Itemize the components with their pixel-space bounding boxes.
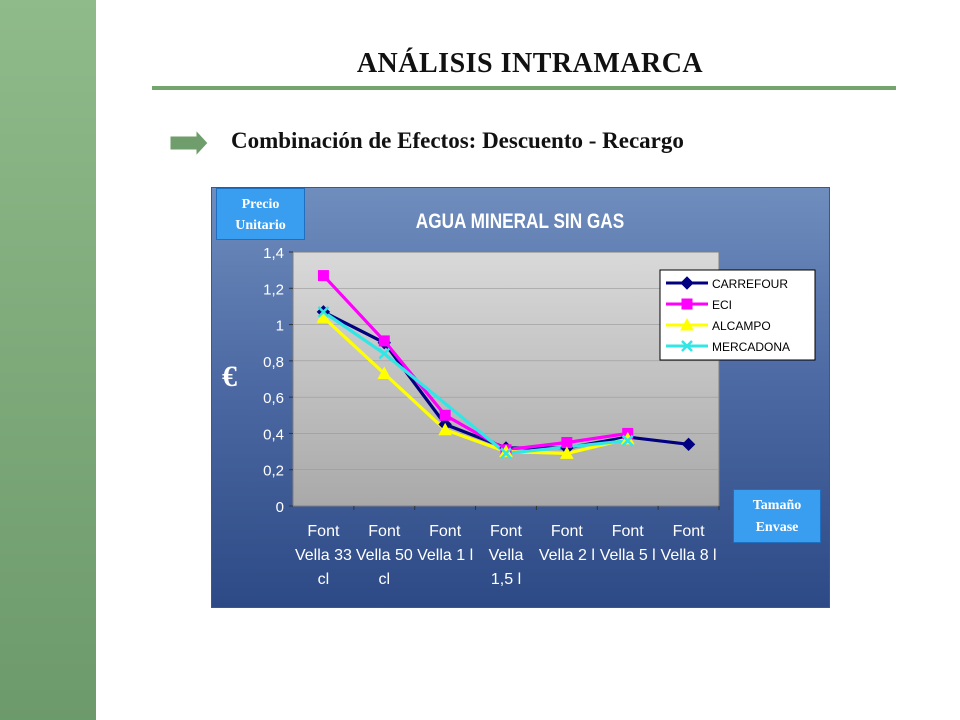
data-point-mercadona (378, 347, 391, 360)
tag-precio-line2: Unitario (235, 218, 286, 233)
data-point-mercadona (317, 305, 330, 318)
data-point-alcampo (377, 366, 392, 380)
legend-label: CARREFOUR (712, 277, 788, 291)
data-point-alcampo (438, 422, 452, 436)
title-underline (152, 86, 896, 90)
series-line-eci (322, 274, 628, 452)
x-tick-label: Font Vella 2 l (539, 523, 595, 564)
series-line-alcampo (322, 316, 629, 455)
tag-precio-line1: Precio (241, 197, 280, 212)
legend-label: ECI (712, 298, 732, 312)
slide-subtitle: Combinación de Efectos: Descuento - Reca… (231, 128, 684, 153)
legend-label: MERCADONA (712, 340, 790, 354)
y-tick-label: 0,4 (263, 426, 284, 443)
legend-marker (680, 276, 694, 290)
line-chart: AGUA MINERAL SIN GAS 0 0,2 0,4 0,6 0,8 1 1,2 1,4… (263, 211, 816, 588)
chart-title: AGUA MINERAL SIN GAS (416, 211, 625, 234)
y-axis-tag: Precio Unitario (216, 188, 305, 240)
y-tick-label: 0 (276, 499, 284, 516)
y-tick-label: 0,8 (263, 354, 284, 371)
x-tick-label: Font Vella 5 l (600, 523, 656, 564)
y-tick-label: 0,2 (263, 463, 284, 480)
y-tick-label: 1 (276, 318, 284, 335)
data-point-alcampo (316, 310, 331, 323)
y-tick-label: 1,4 (263, 245, 284, 262)
x-tick-label: Font Vella 33 cl (295, 523, 352, 588)
plot-background (292, 251, 720, 507)
legend-marker (681, 340, 693, 352)
data-point-mercadona (621, 434, 634, 447)
data-point-mercadona (500, 447, 512, 460)
chart-area: AGUA MINERAL SIN GAS 0 0,2 0,4 0,6 0,8 1 1,2 1,4… (211, 187, 830, 608)
x-tick-label: Font Vella 1,5 l (489, 523, 524, 588)
x-tick-label: Font Vella 8 l (661, 523, 717, 564)
sidebar-decoration (0, 0, 96, 720)
legend-marker (681, 298, 693, 310)
y-axis-currency-label: € (222, 360, 237, 393)
x-tick-label: Font Vella 50 cl (356, 523, 413, 588)
x-tick-label: Font Vella 1 l (417, 523, 473, 564)
slide-title: ANÁLISIS INTRAMARCA (356, 48, 704, 79)
y-tick-label: 0,6 (263, 390, 284, 407)
data-point-eci (317, 270, 329, 282)
tag-tamano-line2: Envase (755, 520, 799, 535)
data-point-eci (561, 437, 573, 448)
legend-label: ALCAMPO (712, 319, 771, 333)
data-point-alcampo (560, 446, 574, 459)
data-point-eci (439, 409, 451, 421)
x-axis-tag: Tamaño Envase (733, 489, 821, 543)
y-tick-label: 1,2 (263, 281, 284, 298)
tag-tamano-line1: Tamaño (752, 498, 802, 513)
data-point-carrefour (681, 437, 696, 452)
legend-marker (680, 317, 694, 331)
data-point-eci (378, 335, 390, 347)
arrow-right-icon (170, 128, 209, 158)
